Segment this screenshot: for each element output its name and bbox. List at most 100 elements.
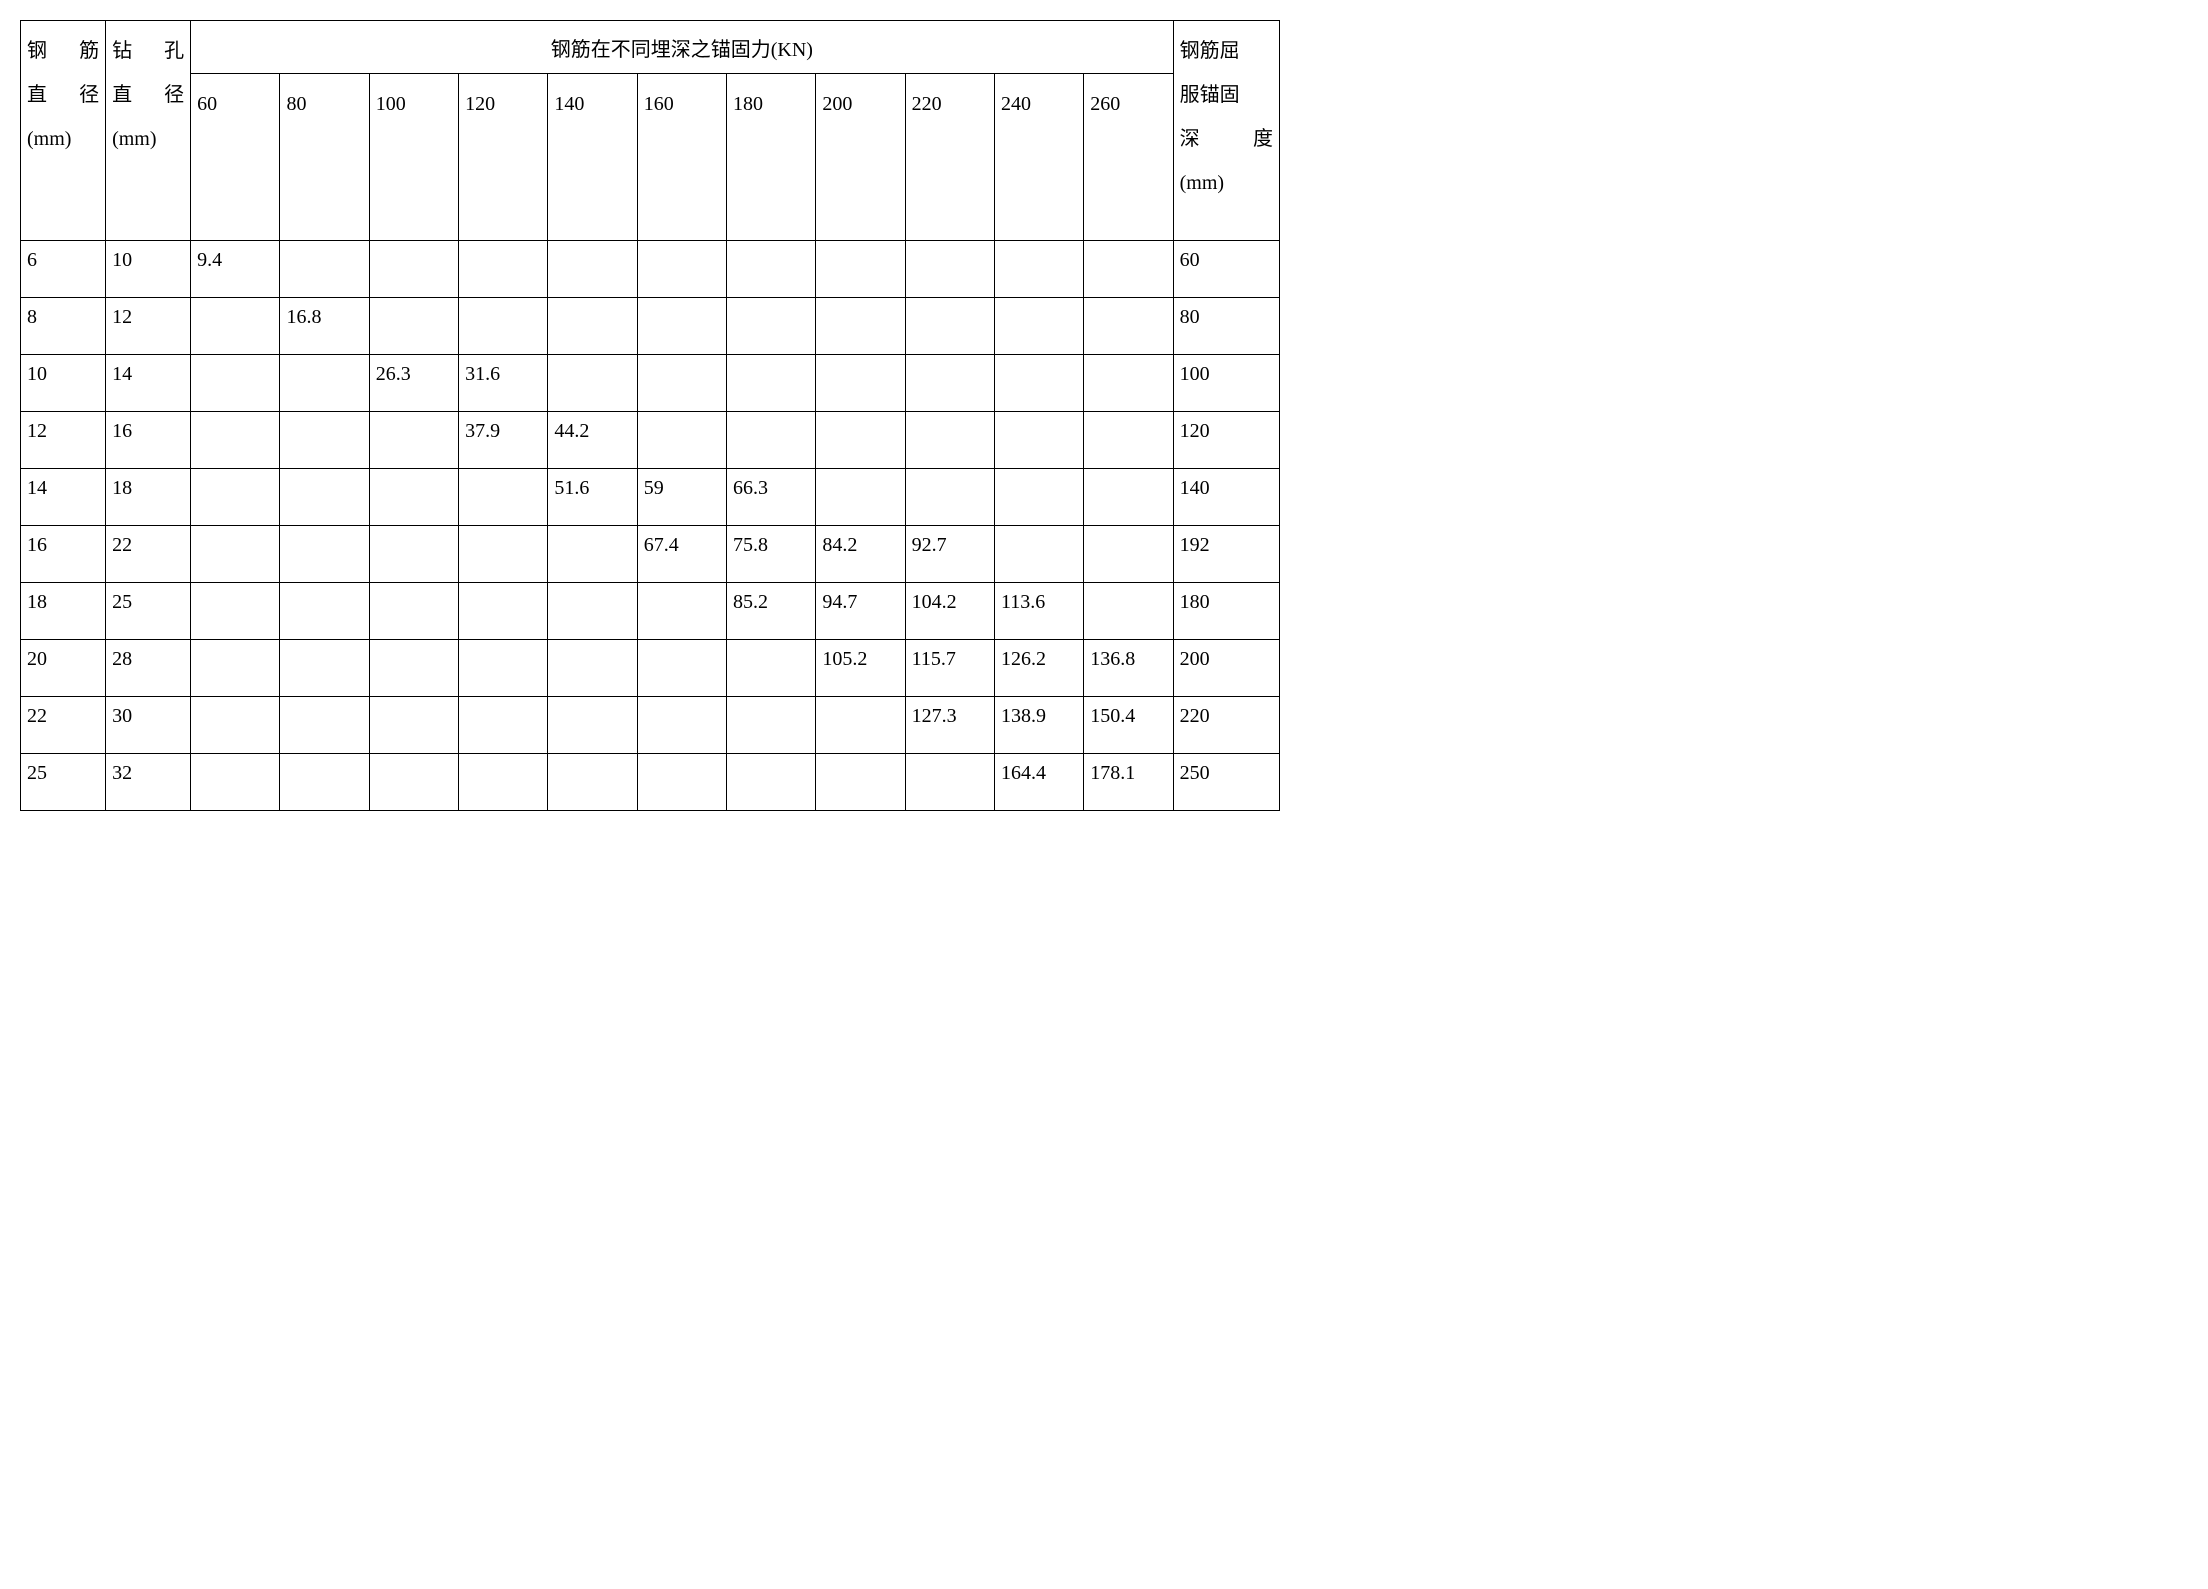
depth-col-200: 200 bbox=[816, 74, 905, 241]
value-cell bbox=[1084, 355, 1173, 412]
value-cell bbox=[727, 355, 816, 412]
depth-col-120: 120 bbox=[459, 74, 548, 241]
value-cell bbox=[1084, 412, 1173, 469]
value-cell bbox=[905, 469, 994, 526]
value-cell bbox=[727, 412, 816, 469]
value-cell: 138.9 bbox=[994, 697, 1083, 754]
value-cell bbox=[459, 640, 548, 697]
value-cell bbox=[369, 754, 458, 811]
value-cell bbox=[191, 469, 280, 526]
value-cell bbox=[637, 241, 726, 298]
value-cell bbox=[369, 697, 458, 754]
table-row: 141851.65966.3140 bbox=[21, 469, 1280, 526]
value-cell bbox=[459, 583, 548, 640]
depth-col-80: 80 bbox=[280, 74, 369, 241]
col-header-drill-diameter: 钻孔 直径 (mm) bbox=[106, 21, 191, 241]
value-cell bbox=[637, 355, 726, 412]
value-cell bbox=[637, 583, 726, 640]
value-cell bbox=[280, 469, 369, 526]
value-cell bbox=[369, 526, 458, 583]
value-cell bbox=[905, 355, 994, 412]
value-cell bbox=[1084, 583, 1173, 640]
value-cell bbox=[191, 754, 280, 811]
yield-cell: 250 bbox=[1173, 754, 1279, 811]
value-cell bbox=[994, 298, 1083, 355]
yield-cell: 140 bbox=[1173, 469, 1279, 526]
value-cell bbox=[459, 298, 548, 355]
value-cell bbox=[280, 526, 369, 583]
value-cell bbox=[816, 355, 905, 412]
value-cell bbox=[816, 241, 905, 298]
value-cell: 104.2 bbox=[905, 583, 994, 640]
value-cell bbox=[459, 526, 548, 583]
value-cell: 67.4 bbox=[637, 526, 726, 583]
table-row: 2028105.2115.7126.2136.8200 bbox=[21, 640, 1280, 697]
value-cell bbox=[637, 298, 726, 355]
value-cell bbox=[905, 412, 994, 469]
rebar-cell: 6 bbox=[21, 241, 106, 298]
value-cell bbox=[905, 241, 994, 298]
value-cell: 26.3 bbox=[369, 355, 458, 412]
value-cell bbox=[369, 583, 458, 640]
table-row: 2230127.3138.9150.4220 bbox=[21, 697, 1280, 754]
value-cell bbox=[637, 754, 726, 811]
value-cell bbox=[727, 241, 816, 298]
rebar-cell: 12 bbox=[21, 412, 106, 469]
value-cell: 126.2 bbox=[994, 640, 1083, 697]
rebar-cell: 18 bbox=[21, 583, 106, 640]
value-cell: 105.2 bbox=[816, 640, 905, 697]
value-cell bbox=[191, 583, 280, 640]
value-cell bbox=[1084, 469, 1173, 526]
value-cell: 115.7 bbox=[905, 640, 994, 697]
value-cell bbox=[280, 583, 369, 640]
value-cell bbox=[548, 241, 637, 298]
value-cell: 31.6 bbox=[459, 355, 548, 412]
depth-col-220: 220 bbox=[905, 74, 994, 241]
depth-col-240: 240 bbox=[994, 74, 1083, 241]
value-cell bbox=[191, 355, 280, 412]
drill-cell: 32 bbox=[106, 754, 191, 811]
yield-cell: 192 bbox=[1173, 526, 1279, 583]
value-cell: 127.3 bbox=[905, 697, 994, 754]
yield-cell: 80 bbox=[1173, 298, 1279, 355]
yield-cell: 200 bbox=[1173, 640, 1279, 697]
col-header-anchor-force: 钢筋在不同埋深之锚固力(KN) bbox=[191, 21, 1173, 74]
value-cell bbox=[727, 298, 816, 355]
value-cell bbox=[994, 355, 1083, 412]
yield-cell: 220 bbox=[1173, 697, 1279, 754]
value-cell bbox=[905, 754, 994, 811]
value-cell bbox=[905, 298, 994, 355]
value-cell: 178.1 bbox=[1084, 754, 1173, 811]
value-cell: 113.6 bbox=[994, 583, 1083, 640]
depth-header-row: 60 80 100 120 140 160 180 200 220 240 26… bbox=[21, 74, 1280, 241]
yield-cell: 100 bbox=[1173, 355, 1279, 412]
drill-cell: 12 bbox=[106, 298, 191, 355]
value-cell bbox=[548, 355, 637, 412]
table-row: 162267.475.884.292.7192 bbox=[21, 526, 1280, 583]
value-cell: 37.9 bbox=[459, 412, 548, 469]
value-cell bbox=[816, 469, 905, 526]
value-cell bbox=[994, 469, 1083, 526]
anchor-force-table: 钢筋 直径 (mm) 钻孔 直径 (mm) 钢筋在不同埋深之锚固力(KN) 钢筋… bbox=[20, 20, 1280, 811]
table-row: 2532164.4178.1250 bbox=[21, 754, 1280, 811]
value-cell bbox=[280, 697, 369, 754]
value-cell: 92.7 bbox=[905, 526, 994, 583]
value-cell: 94.7 bbox=[816, 583, 905, 640]
value-cell: 59 bbox=[637, 469, 726, 526]
value-cell bbox=[1084, 526, 1173, 583]
rebar-cell: 10 bbox=[21, 355, 106, 412]
value-cell bbox=[280, 754, 369, 811]
table-body: 6109.46081216.880101426.331.6100121637.9… bbox=[21, 241, 1280, 811]
value-cell bbox=[459, 697, 548, 754]
value-cell bbox=[369, 640, 458, 697]
col-header-rebar-diameter: 钢筋 直径 (mm) bbox=[21, 21, 106, 241]
drill-cell: 14 bbox=[106, 355, 191, 412]
value-cell bbox=[816, 754, 905, 811]
rebar-cell: 16 bbox=[21, 526, 106, 583]
value-cell bbox=[191, 640, 280, 697]
value-cell bbox=[637, 640, 726, 697]
value-cell: 150.4 bbox=[1084, 697, 1173, 754]
value-cell bbox=[191, 697, 280, 754]
value-cell bbox=[191, 412, 280, 469]
value-cell: 51.6 bbox=[548, 469, 637, 526]
